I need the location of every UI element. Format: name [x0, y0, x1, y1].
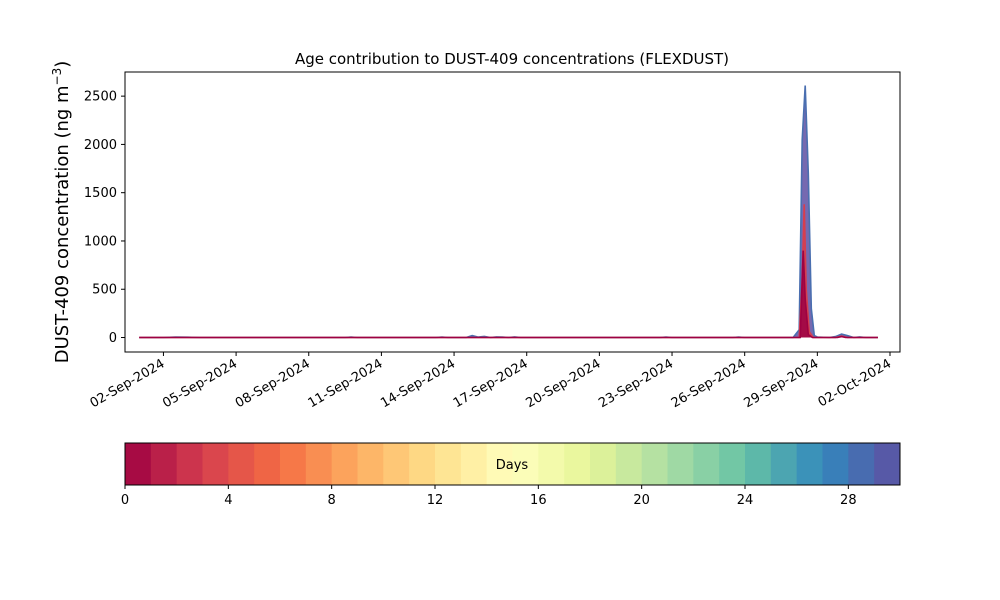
plot-area: 0 500 1000 1500 2000 2500 02-Sep-202405-Sep-2… — [84, 71, 901, 411]
colorbar-tick-label: 4 — [224, 493, 232, 508]
y-axis-label-superscript: −3 — [50, 68, 64, 86]
series-area-0 — [139, 85, 878, 338]
colorbar-cell — [822, 443, 849, 485]
colorbar-cell — [796, 443, 823, 485]
x-tick-label: 02-Sep-2024 — [88, 356, 168, 411]
colorbar-cell — [305, 443, 333, 485]
colorbar-cell — [538, 443, 565, 485]
x-tick-label: 29-Sep-2024 — [742, 356, 822, 411]
series-area-2 — [139, 250, 878, 338]
x-tick-label: 05-Sep-2024 — [160, 356, 240, 411]
y-axis-label-close: ) — [52, 61, 73, 68]
colorbar-axis: 0 4 8 12 16 20 24 28 — [121, 485, 857, 508]
colorbar-cell — [331, 443, 358, 485]
x-tick-label: 23-Sep-2024 — [596, 356, 676, 411]
colorbar-cell — [770, 443, 798, 485]
colorbar-cell — [176, 443, 203, 485]
colorbar-cell — [615, 443, 643, 485]
y-axis: 0 500 1000 1500 2000 2500 — [84, 90, 125, 346]
colorbar-cell — [150, 443, 178, 485]
colorbar-cell — [745, 443, 772, 485]
series-area-1 — [139, 204, 878, 338]
y-tick-label: 1500 — [84, 186, 117, 201]
colorbar-cell — [409, 443, 436, 485]
x-tick-label: 14-Sep-2024 — [378, 356, 458, 411]
colorbar-cells — [125, 443, 901, 485]
colorbar-cell — [667, 443, 694, 485]
plot-frame — [124, 71, 901, 353]
colorbar-cell — [435, 443, 462, 485]
colorbar-cell — [357, 443, 384, 485]
x-tick-label: 20-Sep-2024 — [524, 356, 604, 411]
y-axis-label: DUST-409 concentration (ng m−3) — [50, 61, 73, 364]
colorbar-cell — [228, 443, 255, 485]
colorbar-cell — [693, 443, 720, 485]
y-axis-label-main: DUST-409 concentration (ng m — [52, 85, 73, 363]
colorbar-tick-label: 28 — [840, 493, 857, 508]
colorbar-cell — [590, 443, 617, 485]
colorbar-cell — [486, 443, 513, 485]
colorbar-cell — [254, 443, 281, 485]
colorbar-cell — [280, 443, 307, 485]
colorbar-tick-label: 16 — [530, 493, 547, 508]
colorbar-cell — [848, 443, 875, 485]
colorbar-cell — [460, 443, 488, 485]
colorbar-cell — [641, 443, 668, 485]
colorbar-label: Days — [496, 458, 529, 473]
y-tick-label: 1000 — [84, 234, 117, 249]
colorbar-cell — [383, 443, 410, 485]
colorbar-tick-label: 8 — [328, 493, 336, 508]
y-tick-label: 2000 — [84, 138, 117, 153]
colorbar-cell — [125, 443, 152, 485]
colorbar-tick-label: 20 — [633, 493, 650, 508]
colorbar: Days 0 4 8 12 16 20 24 28 — [121, 442, 901, 508]
colorbar-tick-label: 24 — [737, 493, 754, 508]
x-tick-label: 11-Sep-2024 — [306, 356, 386, 411]
series-line-0 — [139, 85, 878, 339]
x-axis: 02-Sep-202405-Sep-202408-Sep-202411-Sep-… — [88, 352, 894, 411]
series-line-1 — [139, 204, 878, 339]
y-tick-label: 500 — [92, 283, 117, 298]
x-tick-label: 08-Sep-2024 — [233, 356, 313, 411]
y-tick-label: 2500 — [84, 90, 117, 105]
colorbar-cell — [719, 443, 746, 485]
series-line-2 — [139, 250, 878, 339]
colorbar-tick-label: 0 — [121, 493, 129, 508]
x-tick-label: 02-Oct-2024 — [816, 356, 894, 410]
colorbar-cell — [512, 443, 539, 485]
colorbar-cell — [202, 443, 229, 485]
colorbar-frame — [124, 442, 901, 486]
x-tick-label: 26-Sep-2024 — [669, 356, 749, 411]
y-tick-label: 0 — [109, 331, 117, 346]
colorbar-cell — [874, 443, 901, 485]
colorbar-tick-label: 12 — [427, 493, 444, 508]
chart-title: Age contribution to DUST-409 concentrati… — [295, 50, 729, 68]
x-tick-label: 17-Sep-2024 — [451, 356, 531, 411]
colorbar-cell — [564, 443, 591, 485]
series-layer — [139, 85, 878, 339]
